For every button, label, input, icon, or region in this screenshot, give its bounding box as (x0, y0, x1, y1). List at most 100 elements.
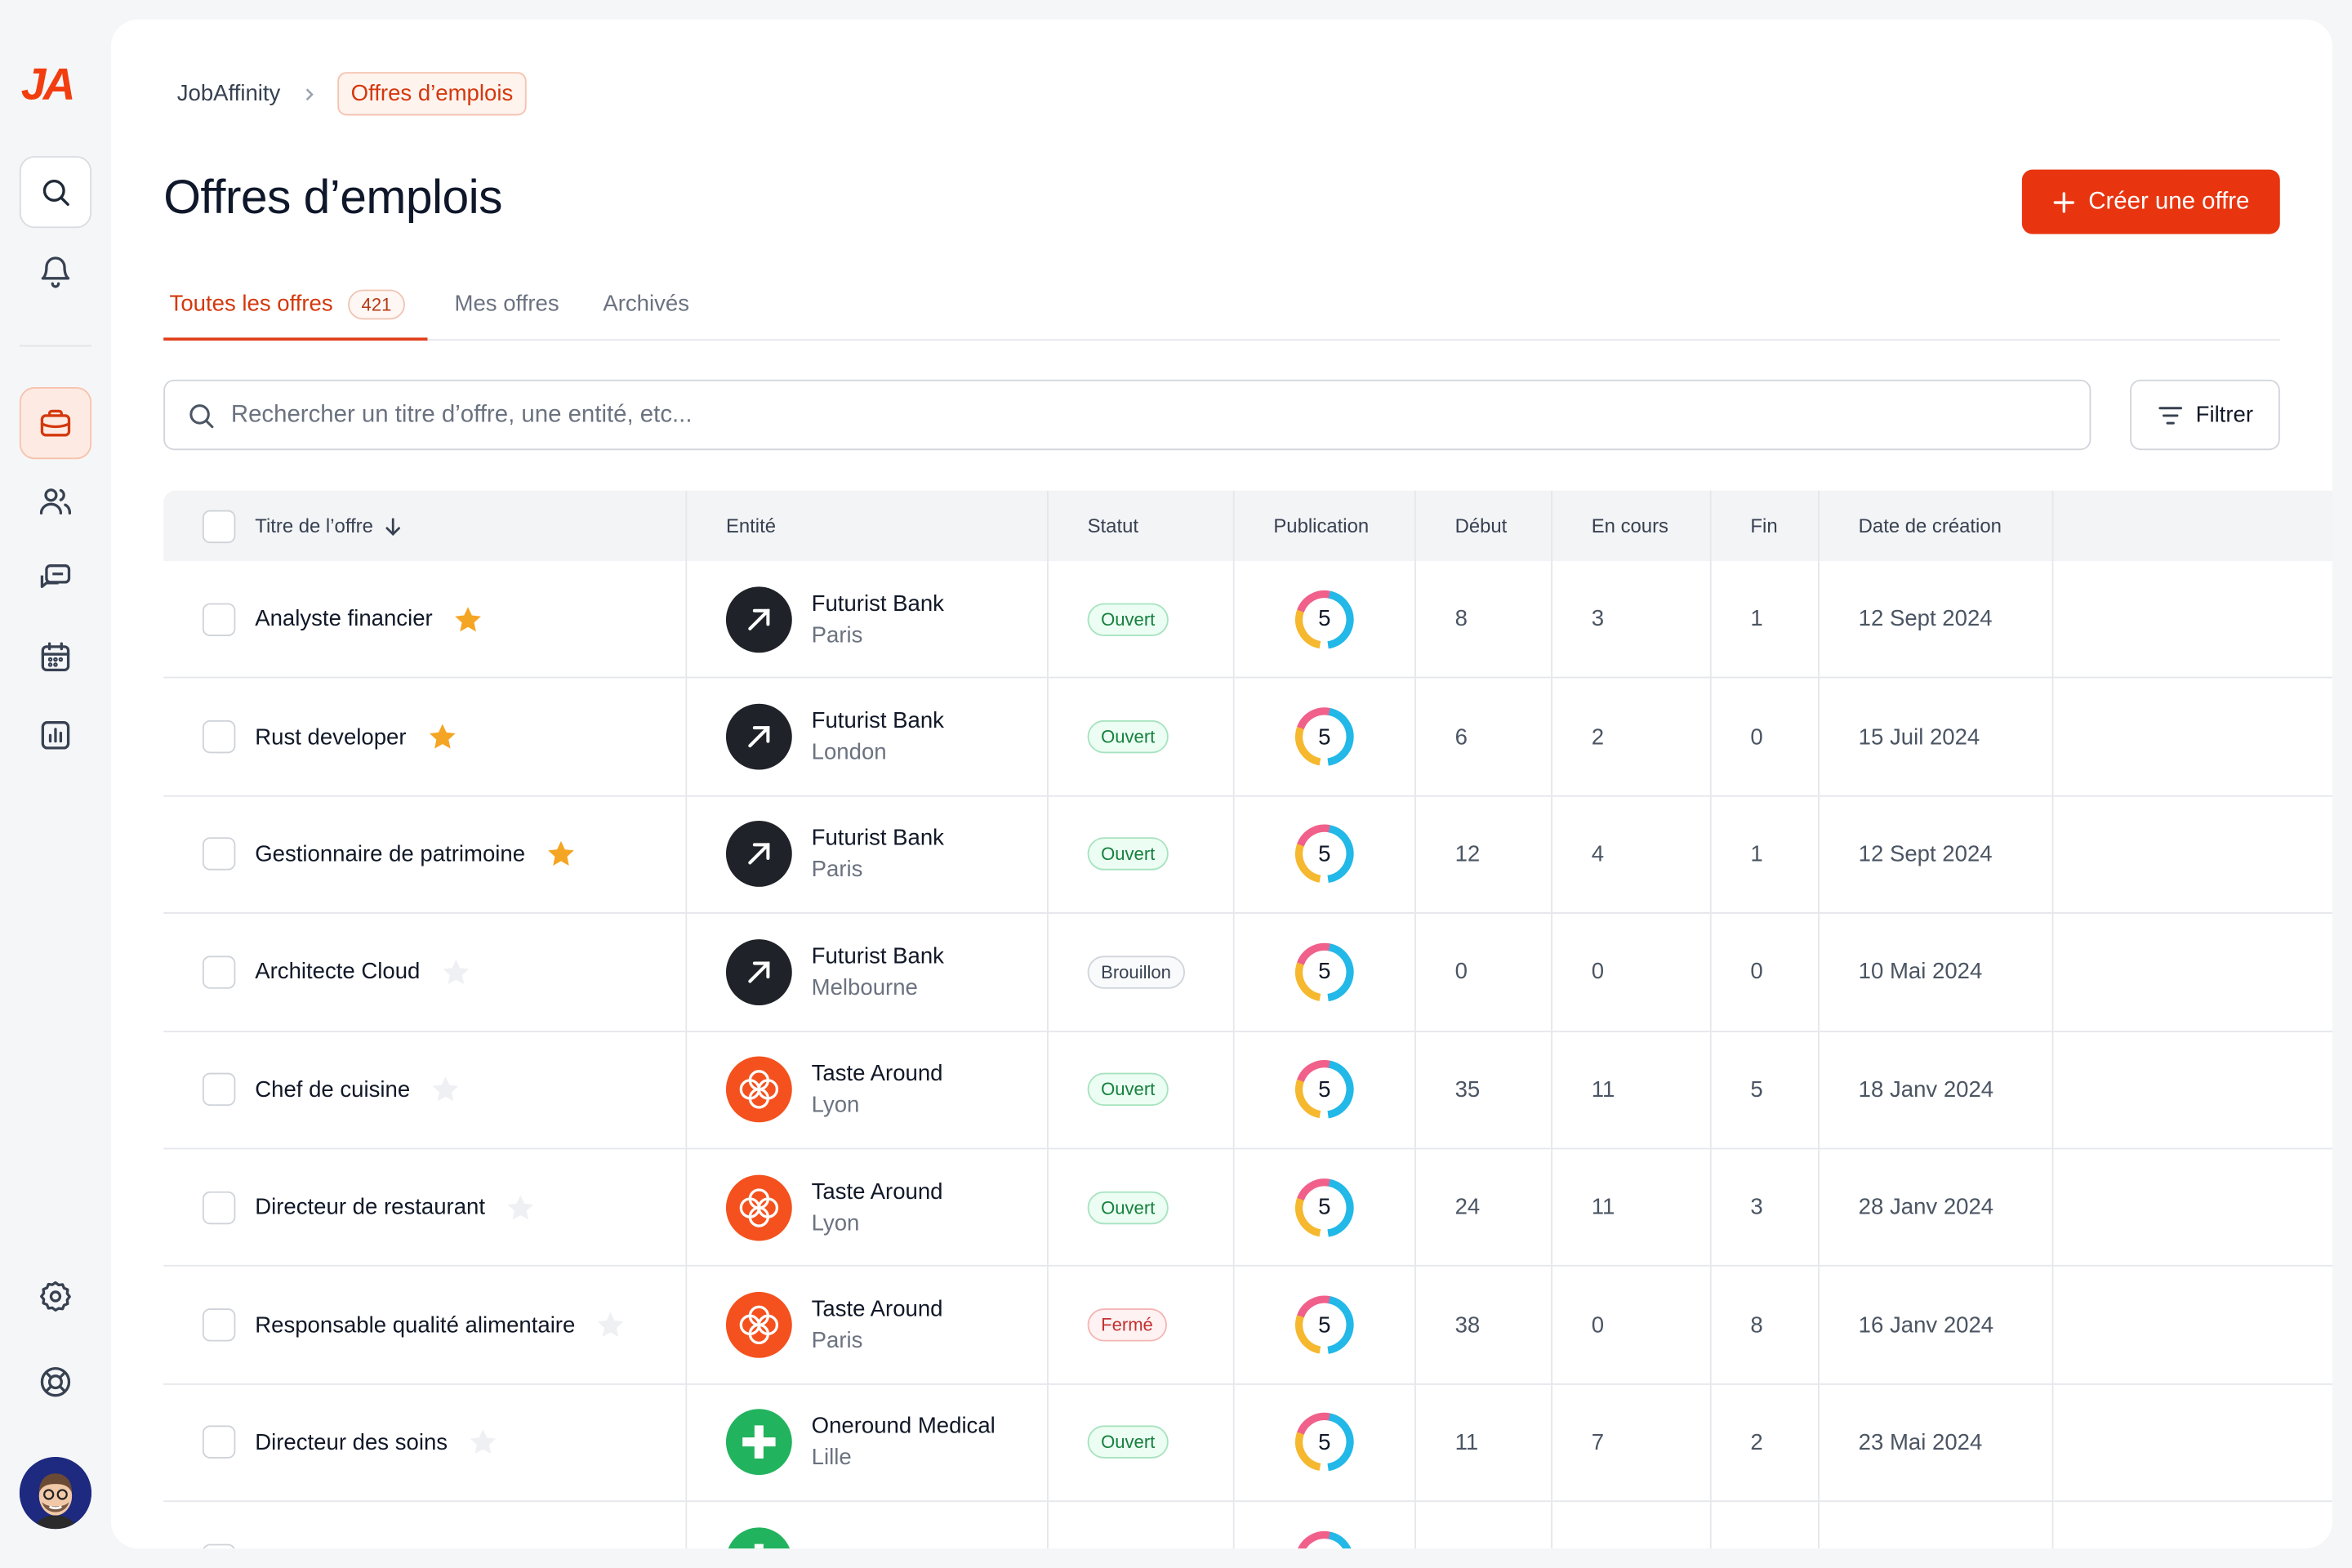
star-icon[interactable] (469, 1428, 499, 1458)
offer-title[interactable]: Analyste financier (255, 606, 433, 632)
offer-title[interactable]: Rust developer (255, 724, 407, 750)
breadcrumb-current: Offres d’emplois (337, 72, 527, 116)
tab-archived[interactable]: Archivés (603, 287, 689, 341)
en-cours-value: 11 (1591, 1076, 1615, 1102)
calendar-nav-button[interactable] (20, 621, 91, 693)
tabs: Toutes les offres 421 Mes offres Archivé… (163, 287, 2280, 341)
table-row[interactable]: Oneround Medical (163, 1502, 2332, 1549)
entity-name: Taste Around (811, 1296, 943, 1322)
row-checkbox[interactable] (202, 838, 236, 871)
table-row[interactable]: Directeur des soins Oneround Medical Lille… (163, 1384, 2333, 1503)
offer-title[interactable]: Directeur de restaurant (255, 1194, 486, 1220)
row-checkbox[interactable] (202, 720, 236, 754)
search-nav-button[interactable] (19, 156, 92, 229)
star-icon[interactable] (427, 722, 457, 752)
publication-indicator[interactable]: 5 (1291, 939, 1357, 1005)
entity-name: Futurist Bank (811, 826, 944, 852)
publication-cell: 5 (1291, 1384, 1357, 1500)
publication-cell: 5 (1291, 914, 1357, 1030)
breadcrumb-home[interactable]: JobAffinity (176, 81, 281, 107)
publication-indicator[interactable]: 5 (1291, 586, 1357, 653)
table-row[interactable]: Directeur de restaurant Taste Around Lyon O… (163, 1149, 2333, 1267)
publication-indicator[interactable]: 5 (1291, 1057, 1357, 1123)
row-checkbox[interactable] (202, 1544, 236, 1549)
row-checkbox[interactable] (202, 1073, 236, 1107)
table-row[interactable]: Gestionnaire de patrimoine Futurist Bank P… (163, 796, 2333, 915)
row-checkbox[interactable] (202, 1426, 236, 1459)
star-icon[interactable] (506, 1192, 537, 1223)
app-logo[interactable]: JA (20, 60, 76, 110)
fin-value: 3 (1750, 1194, 1763, 1220)
jobs-nav-button[interactable] (19, 387, 92, 460)
user-avatar[interactable] (19, 1457, 92, 1530)
row-checkbox[interactable] (202, 1308, 236, 1342)
col-divider (1232, 1384, 1235, 1501)
fin-value: 0 (1750, 959, 1763, 985)
table-row[interactable]: Responsable qualité alimentaire Taste Aro… (163, 1267, 2333, 1385)
col-divider (1232, 796, 1235, 913)
row-checkbox-cell (202, 1149, 236, 1265)
row-checkbox[interactable] (202, 1191, 236, 1224)
offer-title-cell: Architecte Cloud (255, 914, 471, 1030)
star-icon[interactable] (431, 1075, 461, 1105)
sidebar-divider (19, 345, 92, 347)
publication-indicator[interactable]: 5 (1291, 1174, 1357, 1241)
publication-indicator[interactable]: 5 (1291, 1292, 1357, 1358)
offer-title[interactable]: Responsable qualité alimentaire (255, 1312, 576, 1339)
offer-title[interactable]: Gestionnaire de patrimoine (255, 841, 526, 867)
tab-label: Mes offres (454, 291, 559, 317)
status-badge: Fermé (1087, 1308, 1167, 1342)
avatar-face-icon (19, 1457, 92, 1530)
row-checkbox[interactable] (202, 956, 236, 989)
futurist-bank-logo (725, 821, 792, 888)
publication-indicator[interactable]: 5 (1291, 1410, 1357, 1476)
creation-date: 12 Sept 2024 (1858, 841, 1993, 867)
select-all-checkbox[interactable] (202, 509, 236, 543)
settings-nav-button[interactable] (20, 1260, 91, 1332)
star-icon[interactable] (546, 840, 577, 870)
offer-title[interactable]: Chef de cuisine (255, 1076, 411, 1102)
filter-button[interactable]: Filtrer (2130, 379, 2280, 451)
table-row[interactable]: Rust developer Futurist Bank London Ouvert 5… (163, 679, 2333, 797)
row-checkbox[interactable] (202, 603, 236, 636)
fin-value: 5 (1750, 1076, 1763, 1102)
publication-indicator[interactable]: 5 (1291, 822, 1357, 888)
entity-city: Paris (811, 621, 863, 648)
filter-label: Filtrer (2195, 402, 2254, 428)
status-cell: Ouvert (1087, 561, 1169, 677)
publication-ring-icon (1294, 1295, 1354, 1355)
star-icon[interactable] (596, 1310, 626, 1340)
col-divider (2051, 561, 2054, 678)
row-checkbox-cell (202, 1502, 236, 1549)
calendar-icon (41, 642, 70, 672)
col-title[interactable]: Titre de l’offre (255, 491, 403, 561)
create-offer-button[interactable]: Créer une offre (2021, 169, 2280, 234)
tab-my-offers[interactable]: Mes offres (455, 287, 559, 341)
offer-title[interactable]: Architecte Cloud (255, 959, 421, 985)
en-cours-value: 0 (1591, 1312, 1605, 1339)
en-cours-value: 7 (1591, 1429, 1605, 1456)
flower-icon (739, 1187, 779, 1227)
table-row[interactable]: Analyste financier Futurist Bank Paris Ouve… (163, 561, 2333, 679)
tab-all-offers[interactable]: Toutes les offres 421 (163, 287, 428, 341)
search-input[interactable] (230, 401, 2031, 429)
plus-icon (2054, 191, 2075, 212)
publication-indicator[interactable] (1291, 1527, 1357, 1549)
table-row[interactable]: Chef de cuisine Taste Around Lyon Ouvert 5 35… (163, 1031, 2333, 1150)
star-icon[interactable] (441, 957, 471, 987)
col-divider (2051, 679, 2054, 795)
star-icon[interactable] (453, 604, 483, 635)
col-divider (1047, 1502, 1049, 1549)
table-row[interactable]: Architecte Cloud Futurist Bank Melbourne Br… (163, 914, 2333, 1032)
notifications-nav-button[interactable] (20, 235, 91, 307)
entity-name: Futurist Bank (811, 943, 944, 969)
col-divider (1414, 1031, 1416, 1148)
publication-cell (1291, 1502, 1357, 1549)
offer-title[interactable]: Directeur des soins (255, 1429, 448, 1456)
stats-nav-button[interactable] (20, 699, 91, 771)
help-nav-button[interactable] (20, 1346, 91, 1418)
publication-indicator[interactable]: 5 (1291, 704, 1357, 770)
futurist-bank-logo (725, 938, 792, 1005)
candidates-nav-button[interactable] (20, 466, 91, 537)
messages-nav-button[interactable] (20, 543, 91, 615)
